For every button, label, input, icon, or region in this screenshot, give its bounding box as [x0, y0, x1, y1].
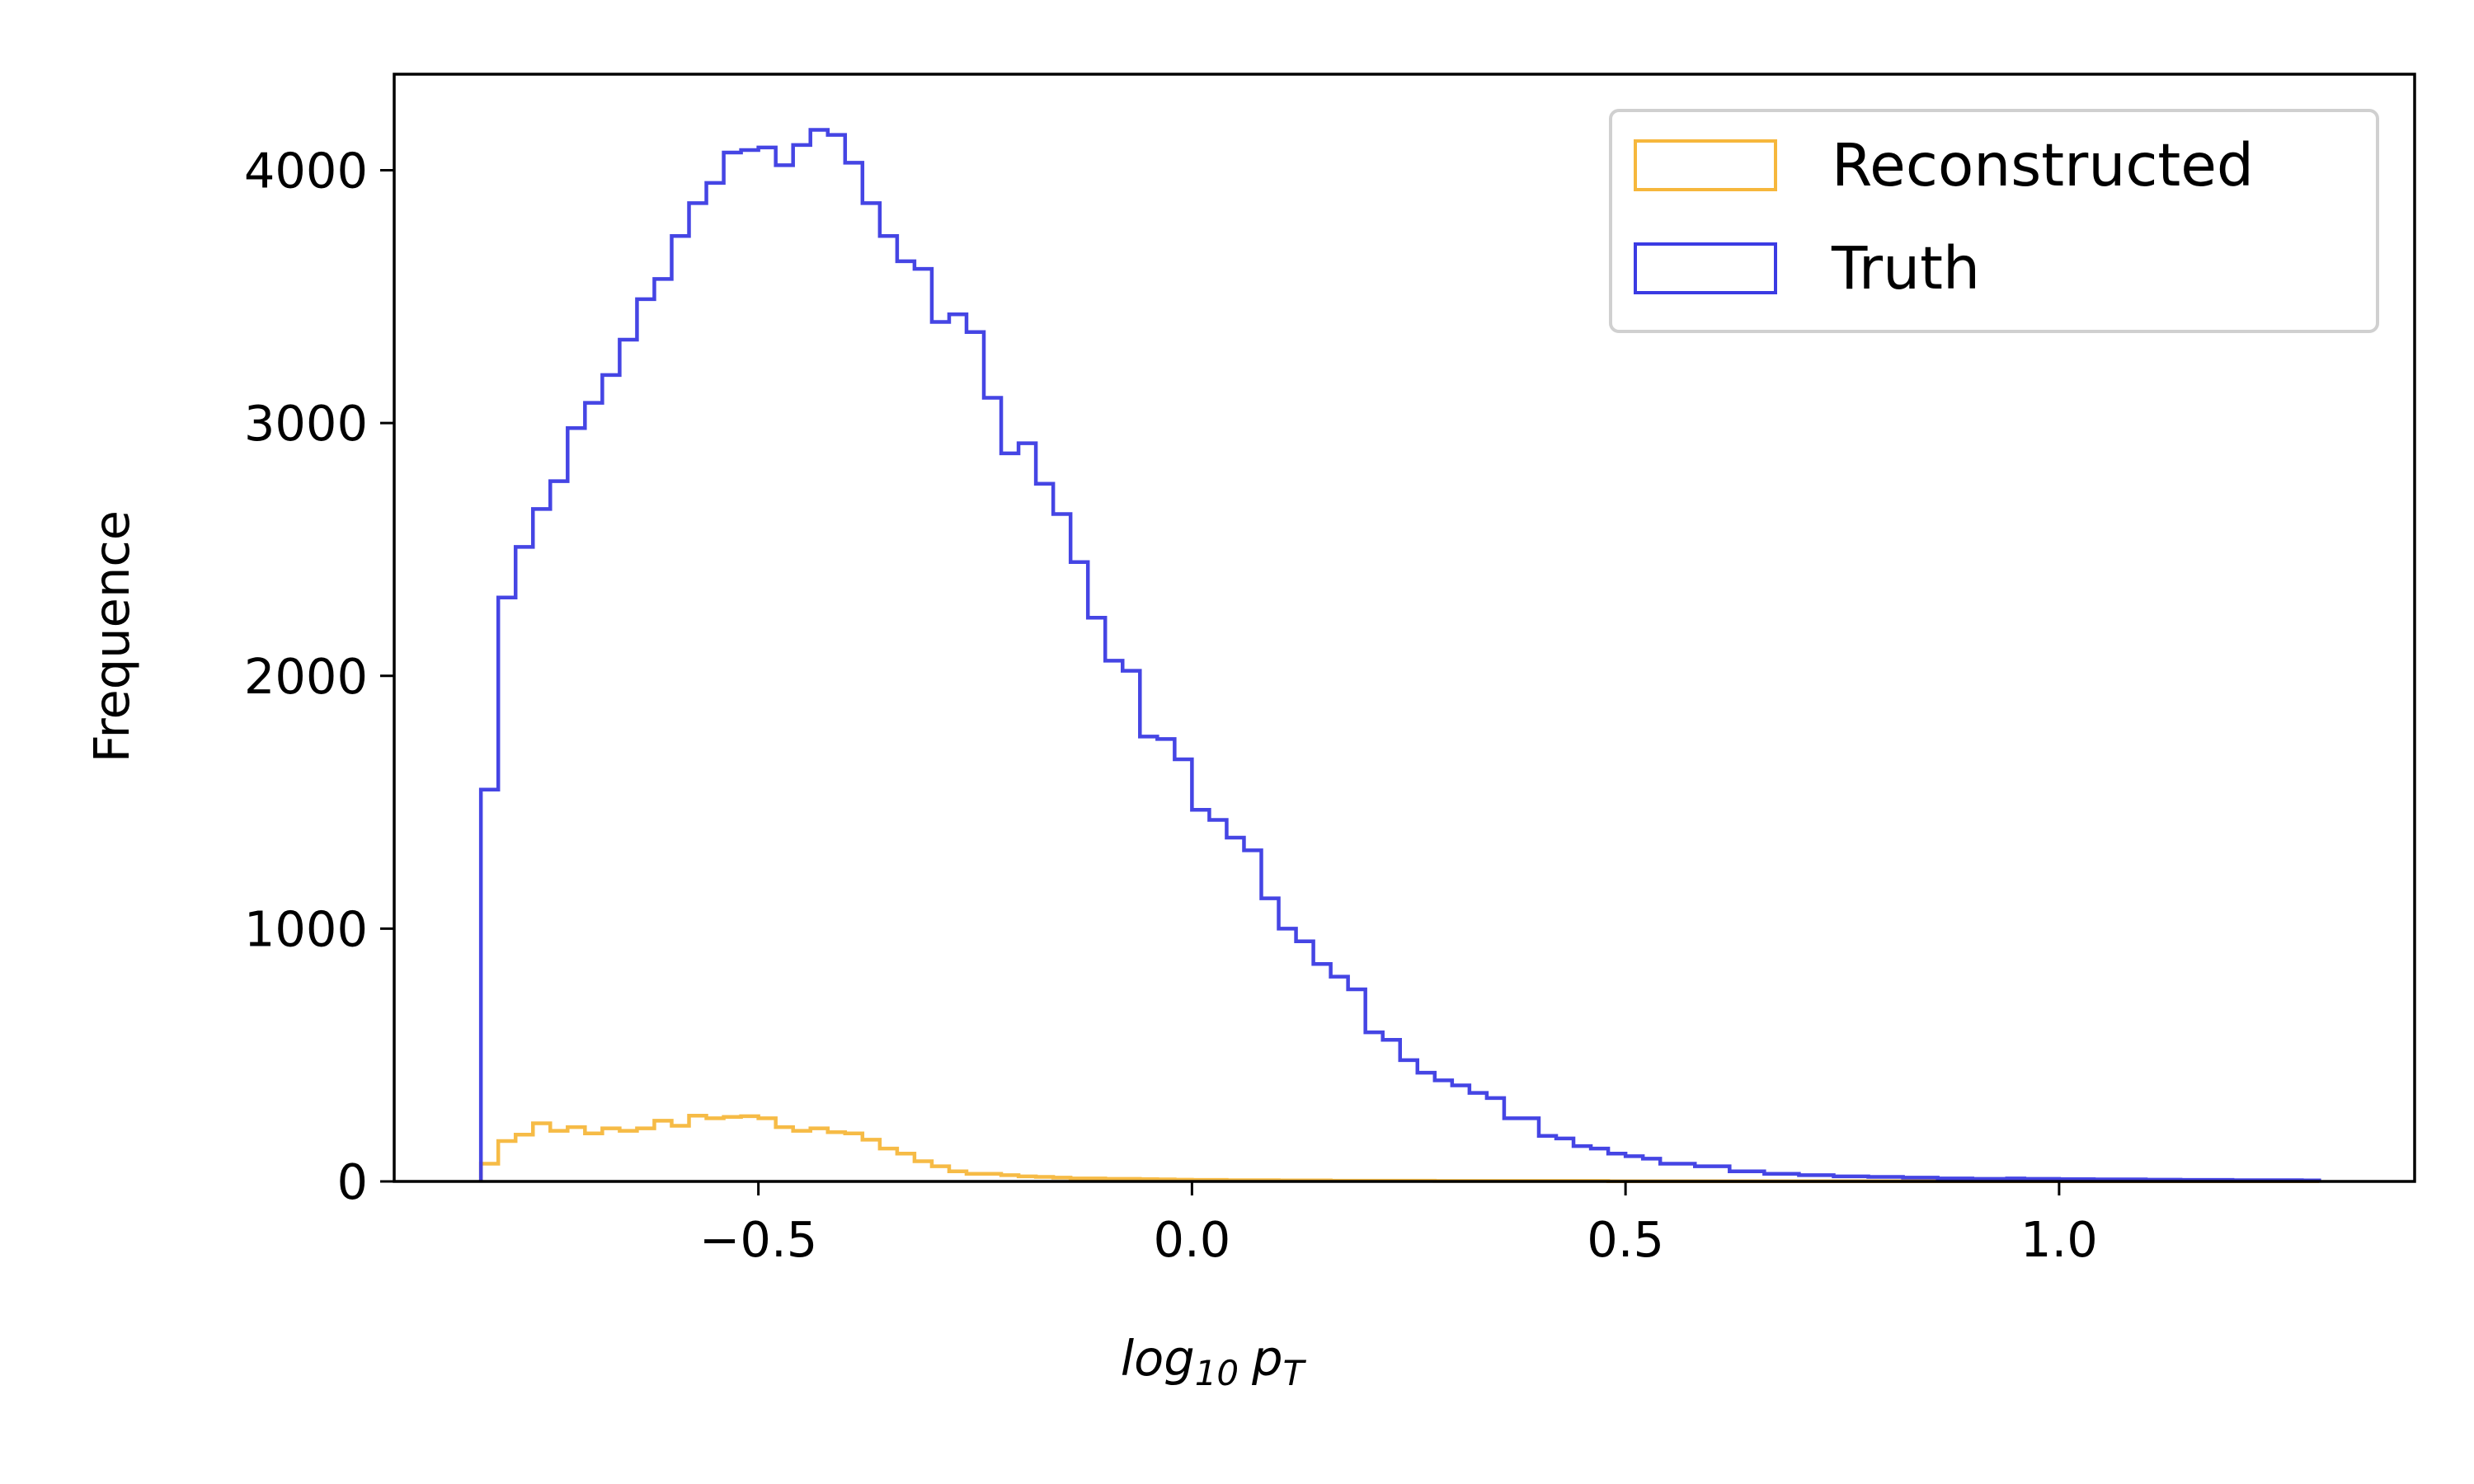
x-tick-label: 0.5 [1587, 1211, 1664, 1268]
y-tick-label: 1000 [244, 900, 368, 957]
y-tick-label: 3000 [244, 395, 368, 452]
x-axis: −0.5 0.0 0.5 1.0 [699, 1181, 2098, 1268]
x-tick-label: −0.5 [699, 1211, 817, 1268]
legend-box [1609, 109, 2379, 333]
x-axis-title: log10 pT [1121, 1330, 1307, 1393]
plot-frame [393, 73, 2416, 1183]
legend-swatch-truth [1634, 242, 1777, 294]
x-axis-title-sub: 10 [1195, 1353, 1239, 1393]
legend-label-truth: Truth [1831, 234, 1980, 303]
y-axis: 0 1000 2000 3000 4000 [244, 143, 394, 1210]
y-axis-title: Frequence [83, 510, 140, 763]
legend-swatch-reconstructed [1634, 139, 1777, 191]
x-axis-title-var-sub: T [1283, 1353, 1307, 1393]
legend: Reconstructed Truth [1609, 109, 2379, 333]
legend-label-reconstructed: Reconstructed [1832, 131, 2254, 200]
y-tick-label: 4000 [244, 143, 368, 200]
y-tick-label: 0 [336, 1153, 368, 1210]
x-tick-label: 0.0 [1153, 1211, 1230, 1268]
x-tick-label: 1.0 [2020, 1211, 2098, 1268]
x-axis-title-log: log [1121, 1330, 1195, 1387]
series-truth-line [478, 128, 2321, 1183]
y-tick-label: 2000 [244, 648, 368, 705]
x-axis-title-var: p [1251, 1330, 1282, 1387]
